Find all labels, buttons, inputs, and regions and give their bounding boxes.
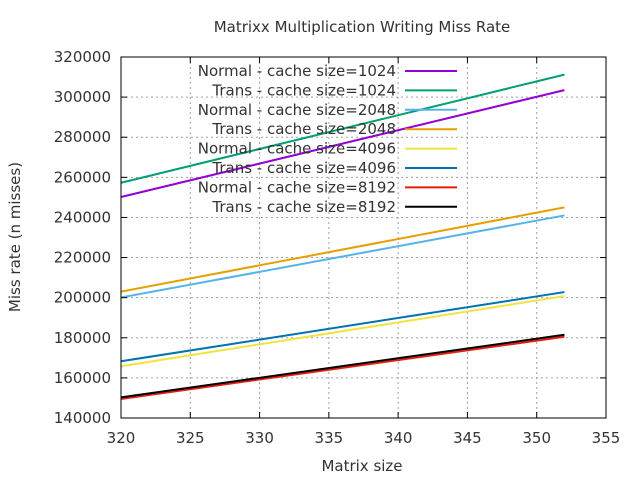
- y-axis-label: Miss rate (n misses): [6, 162, 24, 312]
- series-line: [120, 73, 565, 184]
- legend-label: Trans - cache size=2048: [211, 120, 396, 138]
- x-tick-label: 330: [245, 429, 274, 447]
- x-tick-label: 340: [384, 429, 413, 447]
- y-tick-label: 300000: [54, 88, 111, 106]
- y-tick-label: 160000: [54, 369, 111, 387]
- legend-label: Normal - cache size=2048: [198, 101, 396, 119]
- x-tick-label: 325: [176, 429, 205, 447]
- x-axis-label: Matrix size: [321, 457, 402, 475]
- x-tick-label: 355: [592, 429, 621, 447]
- series-line: [120, 335, 565, 400]
- axis-ticks: 320 325 330 335 340 345 350 355 140000 160000 1800…: [54, 48, 621, 447]
- legend-label: Trans - cache size=1024: [211, 81, 396, 99]
- y-tick-label: 220000: [54, 249, 111, 267]
- legend-label: Trans - cache size=4096: [211, 159, 396, 177]
- series-line: [120, 89, 565, 198]
- series-line: [120, 333, 565, 399]
- y-tick-label: 200000: [54, 289, 111, 307]
- x-tick-label: 320: [107, 429, 136, 447]
- y-tick-label: 280000: [54, 128, 111, 146]
- x-tick-label: 350: [522, 429, 551, 447]
- series-layer: [120, 73, 565, 400]
- x-tick-label: 335: [315, 429, 344, 447]
- y-tick-label: 320000: [54, 48, 111, 66]
- x-tick-label: 345: [453, 429, 482, 447]
- series-line: [120, 214, 565, 299]
- y-tick-label: 260000: [54, 168, 111, 186]
- legend-label: Normal - cache size=8192: [198, 178, 396, 196]
- legend-label: Normal - cache size=1024: [198, 62, 396, 80]
- series-line: [120, 206, 565, 293]
- series-line: [120, 295, 565, 368]
- series-line: [120, 291, 565, 363]
- y-tick-label: 140000: [54, 409, 111, 427]
- chart-title: Matrixx Multiplication Writing Miss Rate: [214, 18, 511, 36]
- y-tick-label: 180000: [54, 329, 111, 347]
- plot-frame: [120, 56, 607, 419]
- y-tick-label: 240000: [54, 208, 111, 226]
- legend-label: Normal - cache size=4096: [198, 140, 396, 158]
- legend-label: Trans - cache size=8192: [211, 198, 396, 216]
